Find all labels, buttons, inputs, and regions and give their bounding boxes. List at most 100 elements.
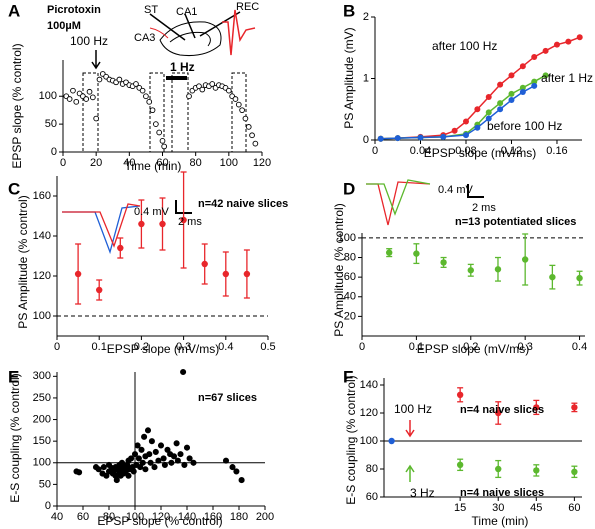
y-tick-label: 100 <box>33 457 51 469</box>
panel-label: E <box>8 367 19 386</box>
point <box>497 106 504 113</box>
point <box>149 107 156 114</box>
point <box>141 433 148 440</box>
point <box>571 468 578 475</box>
point <box>485 109 492 116</box>
point <box>144 427 152 434</box>
annotation: n=42 naive slices <box>198 198 288 210</box>
x-tick-label: 0.4 <box>572 341 587 353</box>
point <box>462 132 469 139</box>
point <box>417 134 424 141</box>
scale-bar <box>175 200 192 214</box>
point <box>521 256 529 263</box>
y-tick-label: 150 <box>33 435 51 447</box>
arrow <box>91 50 101 70</box>
point <box>156 129 163 136</box>
x-axis-label: Time (min) <box>472 514 529 528</box>
point <box>533 467 540 474</box>
point <box>243 270 251 278</box>
point <box>153 121 159 127</box>
point <box>151 464 158 471</box>
point <box>138 446 145 453</box>
point <box>181 461 188 468</box>
annotation: CA3 <box>134 32 155 44</box>
point <box>440 133 447 140</box>
scale-bar <box>467 184 484 198</box>
y-tick-label: 50 <box>39 478 51 490</box>
x-axis-label: EPSP slope (mV/ms) <box>107 342 219 356</box>
point <box>497 81 504 88</box>
y-axis-label: PS Amplitude (% control) <box>332 203 346 336</box>
point <box>238 477 245 484</box>
point <box>103 472 110 479</box>
point <box>130 468 137 475</box>
point <box>173 440 180 447</box>
point <box>137 464 144 471</box>
point <box>142 466 149 473</box>
annotation: 2 ms <box>472 202 496 214</box>
point <box>117 244 124 252</box>
point <box>66 96 73 102</box>
series-label: before 100 Hz <box>487 119 562 133</box>
point <box>159 137 166 144</box>
point <box>233 468 240 475</box>
point <box>161 143 168 150</box>
point <box>161 461 168 468</box>
y-tick-label: 200 <box>33 413 51 425</box>
x-tick-label: 0 <box>359 341 365 353</box>
point <box>474 124 481 131</box>
point <box>456 461 464 468</box>
point <box>462 118 469 125</box>
arrow <box>405 464 415 482</box>
x-tick-label: 40 <box>51 511 63 523</box>
hippocampus-sketch <box>149 11 241 56</box>
point <box>164 446 171 453</box>
point <box>542 72 549 79</box>
panel-label: F <box>343 367 353 386</box>
annotation: CA1 <box>176 6 197 18</box>
x-tick-label: 120 <box>152 511 170 523</box>
point <box>239 107 245 114</box>
point <box>519 89 526 96</box>
point <box>74 270 82 278</box>
x-tick-label: 100 <box>220 157 238 169</box>
point <box>177 451 184 458</box>
point <box>232 96 239 102</box>
x-tick-label: 60 <box>568 502 580 514</box>
annotation: 100 Hz <box>70 34 108 48</box>
y-tick-label: 1 <box>363 72 369 84</box>
annotation: n=67 slices <box>198 392 257 404</box>
x-tick-label: 30 <box>492 502 504 514</box>
x-tick-label: 120 <box>253 157 271 169</box>
x-tick-label: 80 <box>190 157 202 169</box>
y-axis-label: PS Amplitude (% control) <box>16 195 30 328</box>
point <box>494 266 502 273</box>
y-tick-label: 2 <box>363 11 369 23</box>
point <box>118 459 126 466</box>
waveform <box>62 203 141 248</box>
annotation: Picrotoxin <box>47 4 101 16</box>
point <box>186 93 192 100</box>
point <box>531 82 538 89</box>
point <box>533 404 540 411</box>
y-tick-label: 120 <box>360 407 378 419</box>
point <box>413 250 420 257</box>
point <box>183 444 191 451</box>
x-tick-label: 0.08 <box>455 145 476 157</box>
x-tick-label: 0.1 <box>409 341 424 353</box>
x-tick-label: 0.3 <box>176 341 191 353</box>
point <box>139 87 146 94</box>
point <box>134 442 141 449</box>
point <box>440 259 447 266</box>
point <box>146 451 153 458</box>
y-tick-label: 100 <box>360 435 378 447</box>
point <box>135 455 142 462</box>
point <box>170 453 178 460</box>
y-tick-label: 100 <box>338 232 356 244</box>
x-tick-label: 0.4 <box>218 341 233 353</box>
y-axis-label: EPSP slope (% control) <box>10 43 24 168</box>
point <box>70 87 76 94</box>
y-tick-label: 80 <box>366 463 378 475</box>
point <box>86 88 93 95</box>
